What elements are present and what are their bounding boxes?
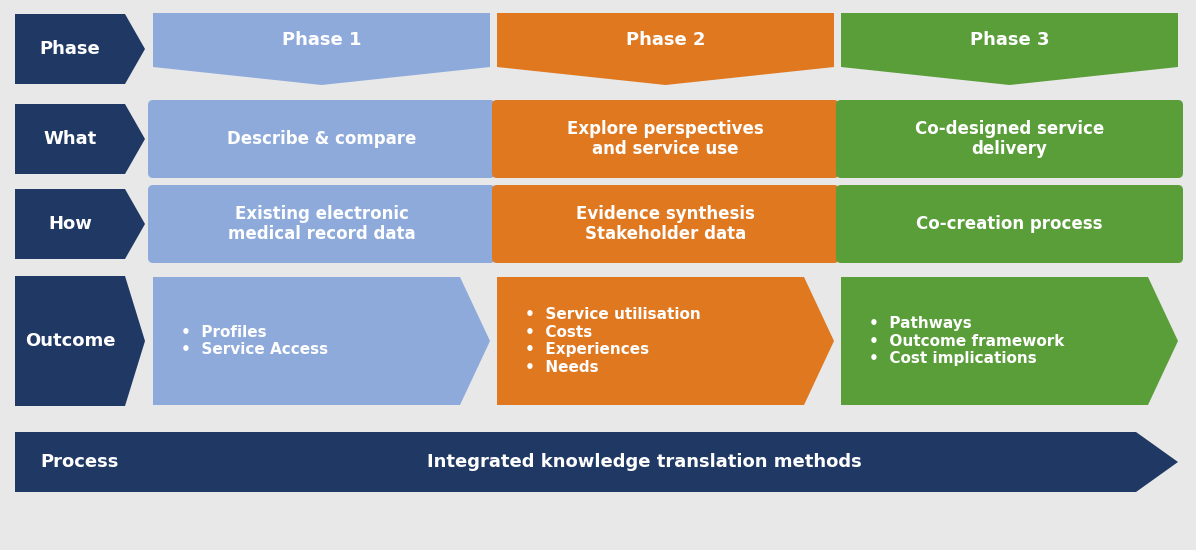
Text: Phase 2: Phase 2 (626, 31, 706, 49)
Text: •  Service utilisation
•  Costs
•  Experiences
•  Needs: • Service utilisation • Costs • Experien… (525, 307, 701, 375)
Polygon shape (153, 13, 490, 85)
Text: Existing electronic
medical record data: Existing electronic medical record data (227, 205, 415, 244)
FancyBboxPatch shape (148, 100, 495, 178)
Text: •  Profiles
•  Service Access: • Profiles • Service Access (181, 325, 328, 357)
Text: How: How (48, 215, 92, 233)
Text: Evidence synthesis
Stakeholder data: Evidence synthesis Stakeholder data (576, 205, 755, 244)
FancyBboxPatch shape (836, 185, 1183, 263)
Text: Describe & compare: Describe & compare (227, 130, 416, 148)
Polygon shape (16, 189, 145, 259)
Text: Phase 3: Phase 3 (970, 31, 1049, 49)
Polygon shape (16, 104, 145, 174)
FancyBboxPatch shape (836, 100, 1183, 178)
Text: •  Pathways
•  Outcome framework
•  Cost implications: • Pathways • Outcome framework • Cost im… (869, 316, 1064, 366)
Polygon shape (16, 14, 145, 84)
Text: Phase 1: Phase 1 (282, 31, 361, 49)
Text: Phase: Phase (39, 40, 100, 58)
Text: What: What (43, 130, 97, 148)
FancyBboxPatch shape (492, 185, 840, 263)
Text: Explore perspectives
and service use: Explore perspectives and service use (567, 119, 764, 158)
Text: Co-designed service
delivery: Co-designed service delivery (915, 119, 1104, 158)
Polygon shape (16, 276, 145, 406)
Text: Outcome: Outcome (25, 332, 115, 350)
Polygon shape (16, 432, 1178, 492)
Text: Integrated knowledge translation methods: Integrated knowledge translation methods (427, 453, 862, 471)
Polygon shape (841, 13, 1178, 85)
Text: Process: Process (41, 453, 120, 471)
Text: Co-creation process: Co-creation process (916, 215, 1103, 233)
FancyBboxPatch shape (492, 100, 840, 178)
FancyBboxPatch shape (148, 185, 495, 263)
Polygon shape (153, 277, 490, 405)
Polygon shape (498, 13, 834, 85)
Polygon shape (498, 277, 834, 405)
Polygon shape (841, 277, 1178, 405)
